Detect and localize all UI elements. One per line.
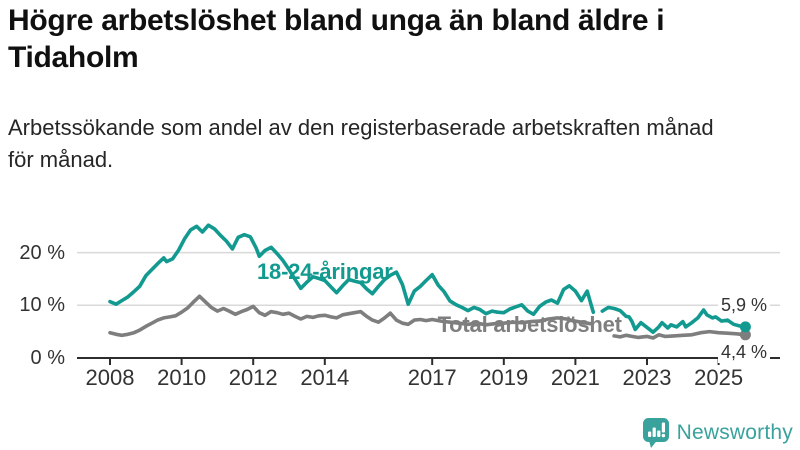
end-value-label-0: 4,4 % bbox=[717, 341, 770, 363]
x-axis-label: 2012 bbox=[228, 365, 278, 390]
series-label-1: 18-24-åringar bbox=[257, 259, 393, 285]
y-axis-label: 10 % bbox=[19, 294, 65, 317]
x-axis-label: 2008 bbox=[85, 365, 135, 390]
x-axis-label: 2023 bbox=[622, 365, 672, 390]
series-label-0: Total arbetslöshet bbox=[437, 312, 622, 338]
series-end-dot-0 bbox=[739, 329, 751, 341]
y-axis-label: 0 % bbox=[30, 347, 65, 369]
newsworthy-logo-text: Newsworthy bbox=[676, 421, 793, 444]
end-value-label-1: 5,9 % bbox=[717, 294, 770, 316]
chart-subtitle: Arbetssökande som andel av den registerb… bbox=[8, 115, 714, 172]
x-axis-label: 2025 bbox=[694, 365, 744, 390]
series-end-dot-1 bbox=[739, 321, 751, 333]
x-axis-label: 2019 bbox=[479, 365, 529, 390]
newsworthy-logo-icon bbox=[642, 418, 669, 448]
newsworthy-branding: Newsworthy bbox=[642, 418, 793, 448]
x-axis-label: 2021 bbox=[550, 365, 600, 390]
y-axis-label: 20 % bbox=[19, 241, 65, 264]
x-axis-label: 2014 bbox=[300, 365, 350, 390]
x-axis-label: 2017 bbox=[407, 365, 457, 390]
series-line-1 bbox=[108, 223, 748, 334]
x-axis-label: 2010 bbox=[157, 365, 207, 390]
chart-title: Högre arbetslöshet bland unga än bland ä… bbox=[8, 4, 665, 74]
series-line-0 bbox=[108, 294, 748, 340]
